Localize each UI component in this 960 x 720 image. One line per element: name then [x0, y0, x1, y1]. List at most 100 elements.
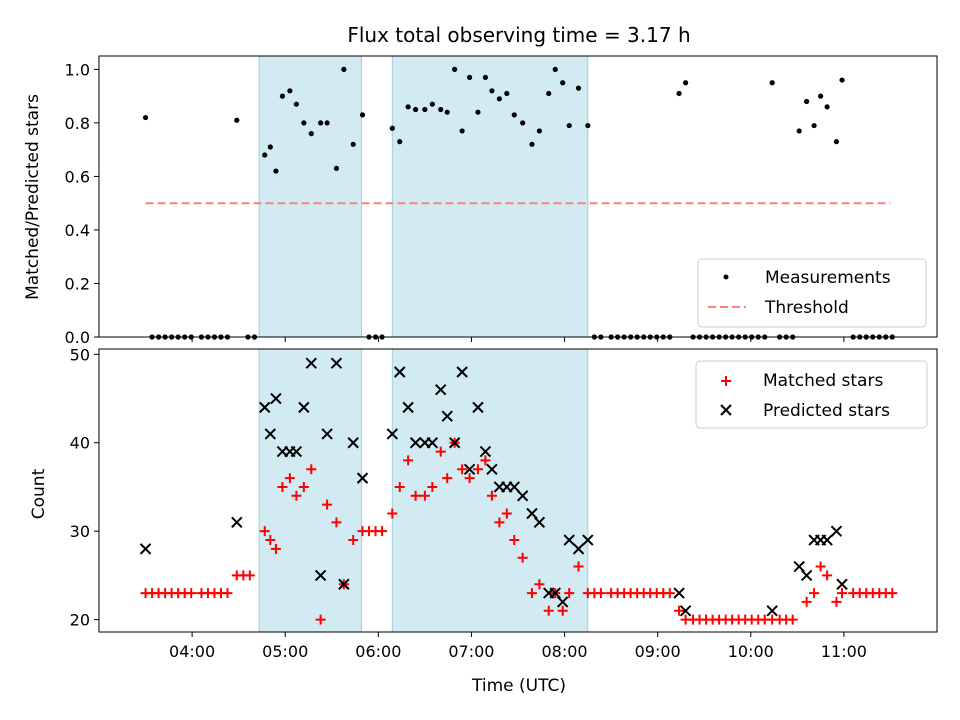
predicted-star-point: [563, 534, 575, 546]
measurement-point: [245, 334, 251, 340]
predicted-star-point: [448, 437, 461, 449]
measurement-point: [273, 168, 279, 174]
shaded-interval: [258, 348, 363, 633]
measurement-point: [308, 131, 314, 137]
measurement-point: [857, 334, 863, 340]
predicted-star-point: [766, 605, 778, 617]
measurement-point: [412, 106, 419, 113]
measurement-point: [267, 144, 273, 150]
bottom-y-tick-label: 40: [70, 434, 90, 453]
matched-star-point: [664, 588, 675, 599]
predicted-star-point: [821, 534, 833, 546]
predicted-star-point: [139, 543, 152, 555]
matched-star-point: [822, 570, 833, 581]
top-y-tick-label: 1.0: [65, 60, 90, 79]
matched-star-point: [472, 464, 483, 475]
matched-star-point: [306, 464, 317, 475]
measurement-point: [654, 334, 660, 340]
measurement-point: [149, 334, 155, 340]
matched-star-point: [787, 614, 798, 625]
predicted-star-point: [338, 578, 350, 590]
measurement-point: [598, 334, 604, 340]
measurement-point: [205, 334, 211, 340]
shaded-interval: [391, 348, 589, 633]
predicted-star-point: [572, 543, 585, 555]
predicted-star-point: [259, 401, 271, 414]
measurement-point: [318, 120, 324, 126]
measurement-point: [804, 98, 810, 105]
matched-star-point: [543, 605, 554, 616]
predicted-star-point: [830, 525, 843, 537]
measurement-point: [251, 334, 258, 340]
x-axis-label: Time (UTC): [471, 676, 566, 696]
measurement-point: [762, 334, 768, 340]
measurement-point: [546, 90, 552, 97]
legend-threshold-label: Threshold: [764, 298, 849, 318]
matched-star-point: [517, 552, 528, 563]
measurement-point: [824, 104, 830, 110]
measurement-point: [504, 90, 510, 97]
matched-star-point: [480, 455, 491, 466]
top-y-tick-label: 0.6: [65, 167, 90, 186]
matched-star-point: [501, 508, 512, 519]
matched-star-point: [573, 561, 584, 572]
bottom-y-tick-label: 30: [70, 522, 90, 541]
measurement-point: [710, 334, 716, 340]
top-y-tick-label: 0.2: [65, 274, 90, 293]
measurement-point: [475, 109, 481, 115]
matched-star-point: [887, 588, 898, 599]
matched-star-point: [291, 490, 302, 501]
x-tick-label: 11:00: [821, 642, 867, 661]
legend-matched-marker: [721, 376, 731, 386]
matched-star-point: [284, 473, 295, 484]
measurement-point: [482, 74, 489, 81]
measurement-point: [198, 334, 205, 340]
matched-star-point: [259, 526, 270, 537]
matched-star-point: [564, 588, 575, 599]
predicted-star-point: [314, 569, 327, 582]
matched-star-point: [222, 588, 233, 599]
shaded-interval: [258, 55, 363, 338]
measurement-point: [397, 139, 403, 145]
matched-star-point: [298, 481, 309, 492]
top-legend: Measurements Threshold: [697, 258, 927, 328]
measurement-point: [438, 106, 444, 113]
legend-measurements-label: Measurements: [765, 268, 891, 288]
predicted-star-point: [409, 437, 422, 449]
predicted-star-point: [321, 428, 333, 440]
matched-star-point: [486, 490, 497, 501]
matched-star-point: [457, 464, 468, 475]
measurement-point: [676, 90, 682, 97]
measurement-point: [529, 141, 535, 147]
x-tick-label: 10:00: [728, 642, 774, 661]
matched-star-point: [348, 535, 359, 546]
measurement-point: [142, 114, 149, 121]
matched-star-point: [674, 605, 685, 616]
matched-star-point: [815, 561, 826, 572]
matched-star-point: [809, 588, 820, 599]
measurement-point: [729, 334, 735, 340]
predicted-star-point: [356, 472, 369, 484]
measurement-point: [211, 334, 218, 340]
measurement-point: [511, 112, 517, 118]
chart-title: Flux total observing time = 3.17 h: [347, 23, 690, 47]
bottom-legend: Matched stars Predicted stars: [695, 360, 928, 429]
measurement-point: [162, 334, 168, 340]
measurement-point: [660, 334, 666, 340]
measurement-point: [883, 334, 889, 340]
measurement-point: [783, 334, 789, 340]
x-tick-label: 09:00: [635, 642, 681, 661]
measurement-point: [169, 334, 175, 340]
measurement-point: [716, 334, 722, 340]
predicted-star-point: [533, 516, 546, 529]
predicted-star-point: [231, 516, 243, 529]
measurement-point: [560, 80, 566, 86]
legend-predicted-marker: [720, 404, 732, 416]
matched-star-point: [801, 596, 812, 607]
matched-star-point: [270, 543, 281, 554]
measurement-point: [452, 66, 458, 72]
measurement-point: [876, 334, 882, 340]
matched-star-point: [315, 614, 326, 625]
matched-star-point: [595, 588, 606, 599]
